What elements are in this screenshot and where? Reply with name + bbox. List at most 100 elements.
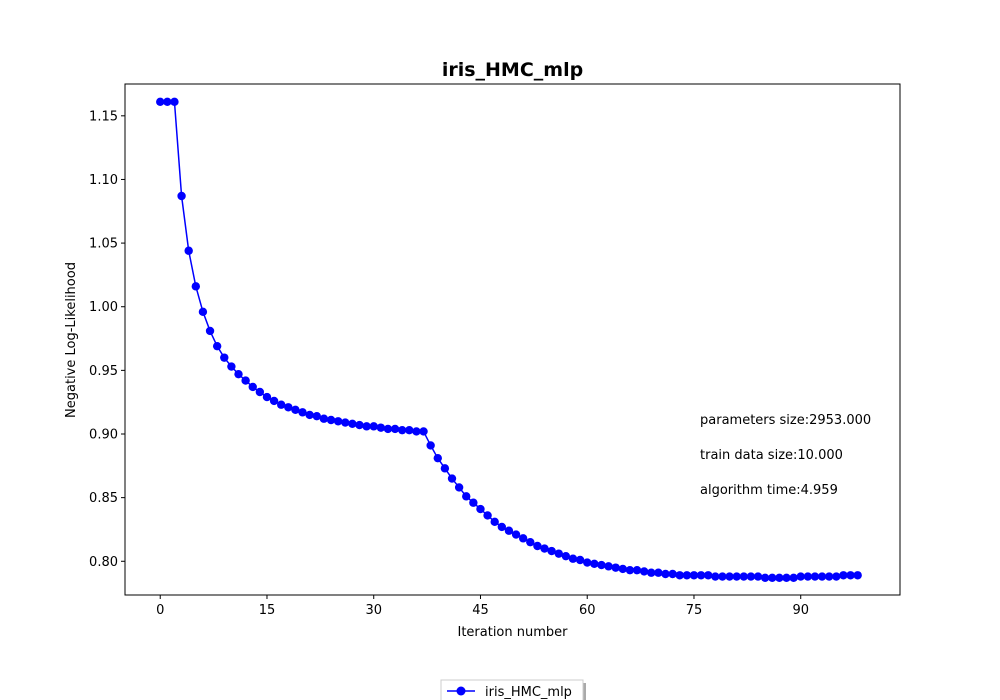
data-point — [654, 568, 663, 577]
data-point — [725, 572, 734, 581]
y-axis-label: Negative Log-Likelihood — [64, 262, 79, 418]
data-point — [291, 405, 300, 415]
data-point — [575, 555, 585, 565]
data-point — [746, 572, 756, 581]
data-point — [526, 537, 535, 547]
y-tick-label: 1.15 — [89, 109, 118, 124]
data-point — [362, 422, 371, 431]
data-point — [369, 422, 378, 431]
data-point — [220, 353, 229, 362]
y-tick-label: 0.95 — [89, 364, 118, 379]
x-tick-label: 45 — [472, 603, 489, 618]
data-point — [668, 569, 677, 579]
legend-marker-swatch — [456, 686, 466, 696]
legend-box — [440, 679, 584, 700]
y-tick-label: 0.80 — [89, 555, 118, 570]
data-point — [511, 530, 521, 539]
data-point — [817, 572, 827, 581]
data-point — [661, 569, 670, 579]
data-point — [518, 534, 528, 543]
data-point — [462, 492, 471, 501]
x-axis-ticks: 0 15 30 45 60 75 90 — [156, 595, 809, 618]
data-point — [255, 387, 265, 397]
data-point — [383, 424, 393, 434]
data-point — [156, 97, 165, 107]
y-tick-label: 1.10 — [89, 173, 118, 188]
legend-label: iris_HMC_mlp — [485, 685, 572, 700]
data-point — [732, 572, 741, 581]
data-point — [490, 517, 499, 527]
y-axis-ticks: 0.80 0.85 0.90 0.95 1.00 1.05 1.10 1.15 — [89, 109, 125, 570]
data-point — [469, 498, 478, 507]
x-tick-label: 75 — [686, 603, 703, 618]
data-point — [810, 572, 820, 581]
data-point — [319, 414, 329, 423]
y-tick-label: 1.05 — [89, 237, 118, 252]
annotation-parameters-size: parameters size:2953.000 — [700, 413, 871, 428]
data-point — [405, 425, 414, 435]
data-point — [775, 573, 784, 583]
data-point — [476, 504, 485, 514]
data-point — [433, 453, 442, 463]
x-tick-label: 60 — [579, 603, 596, 618]
data-point — [803, 572, 813, 581]
data-point — [604, 562, 613, 571]
data-point — [689, 571, 699, 580]
data-point — [177, 191, 186, 201]
y-tick-label: 1.00 — [89, 300, 118, 315]
data-point — [262, 392, 272, 402]
data-point — [170, 97, 179, 107]
data-point — [284, 403, 293, 412]
data-point — [447, 474, 457, 483]
data-point — [561, 551, 571, 561]
data-point — [397, 425, 407, 435]
data-point — [390, 424, 400, 434]
data-point — [625, 565, 635, 575]
data-point — [611, 563, 620, 572]
x-axis-label: Iteration number — [457, 625, 568, 640]
data-point — [711, 572, 720, 581]
data-point — [326, 415, 336, 425]
data-point — [789, 573, 798, 583]
data-point — [682, 571, 692, 580]
data-point — [483, 511, 492, 520]
data-point — [639, 567, 649, 576]
data-point — [312, 411, 321, 421]
data-point — [412, 427, 421, 436]
data-point — [298, 408, 307, 417]
series-layer — [156, 97, 862, 583]
data-point — [632, 565, 642, 575]
data-point — [212, 341, 222, 351]
data-point — [504, 526, 514, 535]
data-point — [618, 564, 628, 574]
data-point — [540, 544, 549, 553]
data-point — [568, 554, 578, 563]
annotation-train-data-size: train data size:10.000 — [700, 448, 843, 463]
x-tick-label: 90 — [792, 603, 809, 618]
data-point — [547, 546, 556, 556]
data-point — [718, 572, 727, 581]
data-point — [248, 382, 257, 392]
data-point — [269, 396, 279, 406]
data-point — [419, 427, 428, 436]
data-point — [839, 571, 848, 580]
data-point — [753, 572, 763, 581]
data-point — [241, 376, 250, 385]
data-point — [796, 572, 805, 581]
data-point — [675, 571, 684, 580]
data-point — [533, 541, 542, 551]
x-tick-label: 15 — [259, 603, 276, 618]
data-point — [348, 419, 357, 429]
data-point — [454, 483, 464, 492]
y-tick-label: 0.90 — [89, 428, 118, 443]
data-point — [234, 369, 243, 379]
data-point — [184, 246, 193, 255]
data-point — [198, 307, 208, 317]
data-point — [355, 420, 364, 430]
data-point — [583, 558, 592, 567]
data-point — [205, 326, 215, 336]
data-point — [768, 573, 777, 583]
data-point — [554, 549, 563, 558]
